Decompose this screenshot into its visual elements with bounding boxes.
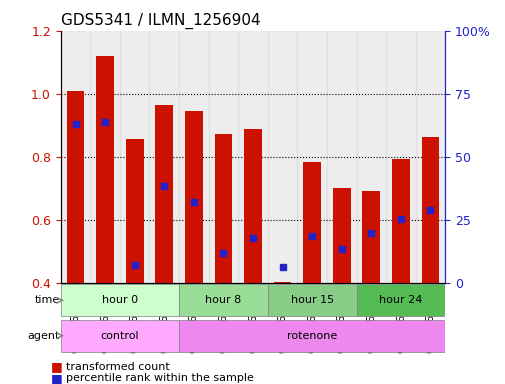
Bar	[126, 139, 143, 283]
Text: ■: ■	[50, 372, 62, 384]
Text: hour 15: hour 15	[290, 295, 333, 305]
Bar	[421, 137, 438, 283]
Text: hour 8: hour 8	[205, 295, 241, 305]
Text: percentile rank within the sample: percentile rank within the sample	[66, 373, 253, 383]
Bar	[179, 31, 208, 283]
Bar	[267, 31, 297, 283]
Text: control: control	[100, 331, 139, 341]
Bar	[96, 56, 114, 283]
FancyBboxPatch shape	[179, 285, 267, 316]
FancyBboxPatch shape	[267, 285, 356, 316]
Bar	[332, 188, 350, 283]
Bar	[90, 31, 120, 283]
Bar	[362, 191, 379, 283]
FancyBboxPatch shape	[61, 285, 179, 316]
Text: hour 0: hour 0	[102, 295, 138, 305]
Bar	[297, 31, 326, 283]
Bar	[185, 111, 203, 283]
Bar	[391, 159, 409, 283]
Bar	[415, 31, 444, 283]
Bar	[273, 282, 291, 283]
Bar	[326, 31, 356, 283]
Bar	[356, 31, 385, 283]
FancyBboxPatch shape	[179, 320, 444, 351]
Text: transformed count: transformed count	[66, 362, 169, 372]
Bar	[302, 162, 320, 283]
Bar	[61, 31, 90, 283]
Bar	[385, 31, 415, 283]
Text: rotenone: rotenone	[286, 331, 337, 341]
Bar	[120, 31, 149, 283]
Bar	[243, 129, 262, 283]
Bar	[238, 31, 267, 283]
Bar	[214, 134, 232, 283]
Bar	[155, 105, 173, 283]
Text: hour 24: hour 24	[378, 295, 422, 305]
Text: agent: agent	[28, 331, 60, 341]
Bar	[67, 91, 84, 283]
Bar	[149, 31, 179, 283]
Text: GDS5341 / ILMN_1256904: GDS5341 / ILMN_1256904	[61, 13, 260, 29]
Bar	[208, 31, 238, 283]
Text: ■: ■	[50, 360, 62, 373]
Text: time: time	[35, 295, 60, 305]
FancyBboxPatch shape	[356, 285, 444, 316]
FancyBboxPatch shape	[61, 320, 179, 351]
